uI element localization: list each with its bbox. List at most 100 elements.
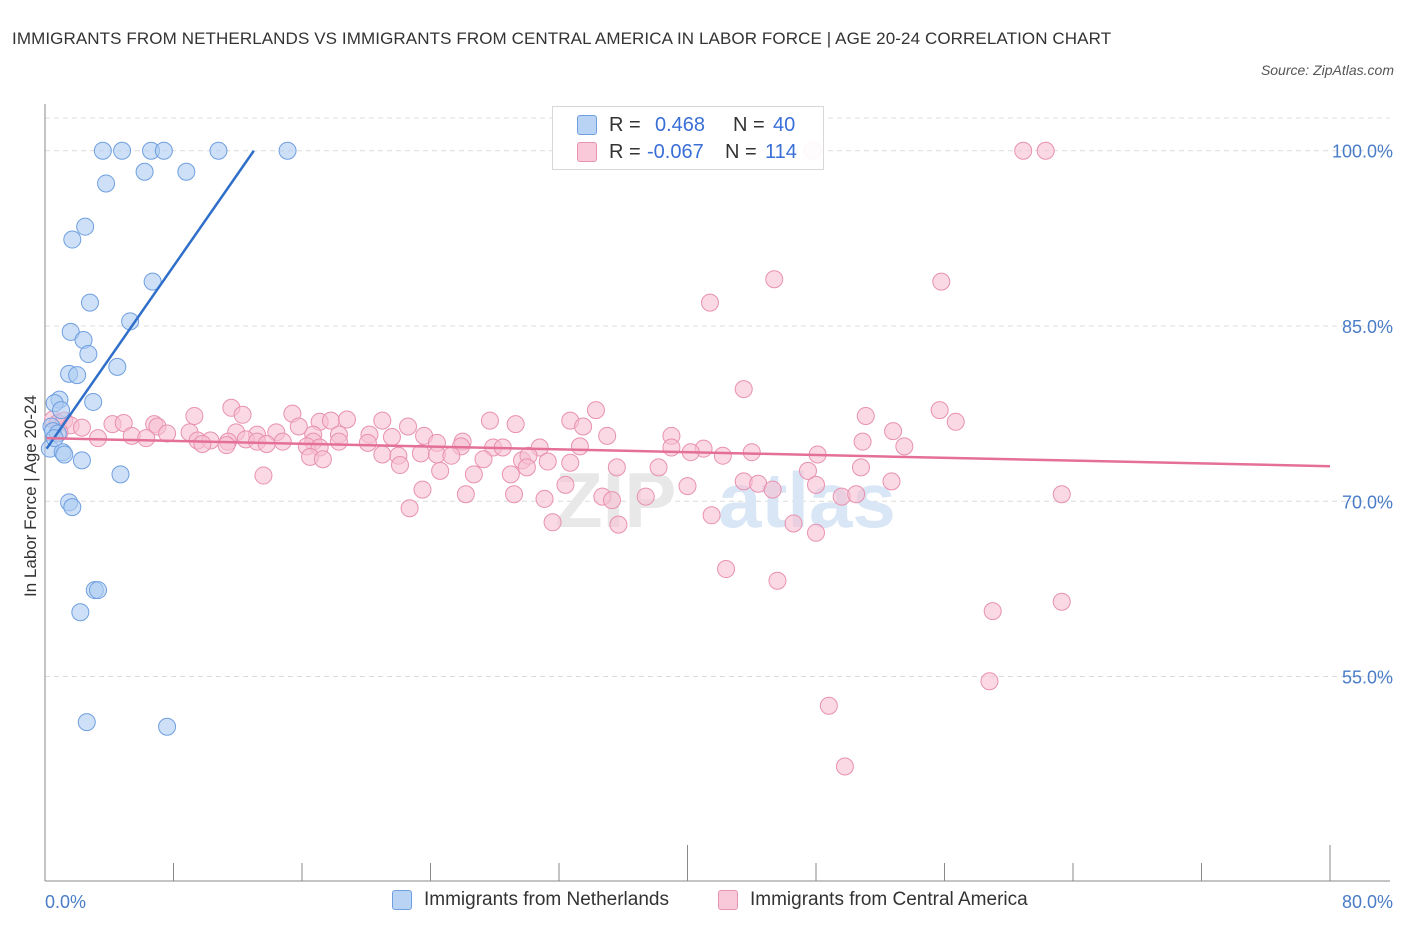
- point-netherlands: [71, 603, 90, 622]
- tick-labels: 55.0% 70.0% 85.0% 100.0% 0.0% 80.0%: [45, 142, 1393, 912]
- point-netherlands: [93, 141, 112, 160]
- trend-line-netherlands: [45, 150, 255, 450]
- point-central-america: [114, 413, 133, 432]
- point-netherlands: [97, 174, 116, 193]
- point-central-america: [358, 433, 377, 452]
- legend-r-value: 0.468: [655, 113, 706, 136]
- bottom-legend-label: Immigrants from Netherlands: [424, 889, 669, 910]
- point-central-america: [946, 412, 965, 431]
- y-tick-label: 100.0%: [1332, 142, 1393, 162]
- point-central-america: [390, 456, 409, 475]
- point-central-america: [1052, 592, 1071, 611]
- point-central-america: [400, 499, 419, 518]
- point-central-america: [535, 489, 554, 508]
- point-central-america: [185, 406, 204, 425]
- point-central-america: [72, 418, 91, 437]
- point-central-america: [586, 401, 605, 420]
- series-netherlands: [40, 141, 297, 736]
- point-central-america: [742, 443, 761, 462]
- point-netherlands: [154, 141, 173, 160]
- point-central-america: [807, 523, 825, 542]
- point-central-america: [337, 410, 356, 429]
- point-netherlands: [79, 345, 98, 364]
- point-central-america: [847, 485, 866, 504]
- bottom-legend-central-america: Immigrants from Central America: [718, 889, 1028, 911]
- axes: [44, 104, 1390, 882]
- point-central-america: [456, 485, 475, 504]
- point-netherlands: [113, 141, 132, 160]
- point-netherlands: [177, 162, 196, 181]
- bottom-legend-swatch-blue: [392, 890, 412, 910]
- legend-n-value: 40: [773, 113, 796, 136]
- point-central-america: [289, 417, 308, 436]
- trend-lines: [45, 150, 1331, 468]
- point-central-america: [431, 461, 450, 480]
- point-central-america: [313, 450, 332, 469]
- point-central-america: [980, 672, 999, 691]
- point-central-america: [399, 417, 418, 436]
- point-central-america: [574, 417, 593, 436]
- legend-swatch-pink: [577, 142, 597, 162]
- point-netherlands: [209, 141, 228, 160]
- point-central-america: [930, 401, 949, 420]
- legend-r-label: R =: [609, 140, 641, 163]
- point-central-america: [700, 293, 719, 312]
- point-netherlands: [52, 401, 71, 420]
- bottom-legend-label: Immigrants from Central America: [750, 889, 1028, 910]
- point-central-america: [853, 432, 872, 451]
- point-central-america: [649, 458, 668, 477]
- point-central-america: [538, 452, 557, 471]
- bottom-legend-swatch-pink: [718, 890, 738, 910]
- point-netherlands: [158, 717, 177, 736]
- point-central-america: [505, 485, 524, 504]
- point-central-america: [373, 445, 392, 464]
- point-central-america: [768, 571, 787, 590]
- point-central-america: [807, 475, 825, 494]
- point-netherlands: [77, 713, 96, 732]
- point-netherlands: [111, 465, 130, 484]
- point-netherlands: [55, 445, 74, 464]
- y-tick-label: 55.0%: [1342, 668, 1393, 688]
- point-central-america: [835, 757, 854, 776]
- point-central-america: [678, 477, 697, 496]
- legend-n-label: N =: [733, 113, 765, 136]
- point-central-america: [373, 411, 392, 430]
- point-central-america: [882, 472, 901, 491]
- point-central-america: [193, 435, 212, 454]
- point-central-america: [819, 696, 838, 715]
- point-netherlands: [108, 357, 127, 376]
- point-central-america: [329, 432, 348, 451]
- point-central-america: [763, 480, 782, 499]
- point-central-america: [480, 411, 499, 430]
- point-central-america: [464, 465, 483, 484]
- point-netherlands: [80, 293, 99, 312]
- legend-row-central-america: R = -0.067 N = 114: [577, 139, 797, 165]
- source-label: Source: ZipAtlas.com: [1260, 62, 1394, 78]
- point-netherlands: [76, 217, 95, 236]
- x-tick-label: 0.0%: [45, 892, 86, 912]
- point-central-america: [851, 458, 870, 477]
- point-central-america: [506, 415, 525, 434]
- y-tick-label: 70.0%: [1342, 492, 1393, 512]
- y-axis-label: In Labor Force | Age 20-24: [21, 395, 40, 597]
- legend-n-label: N =: [725, 140, 757, 163]
- legend-row-netherlands: R = 0.468 N = 40: [577, 112, 795, 138]
- point-netherlands: [89, 581, 108, 600]
- point-central-america: [1036, 141, 1055, 160]
- point-central-america: [273, 432, 292, 451]
- point-netherlands: [61, 322, 80, 341]
- legend-swatch-blue: [577, 115, 597, 135]
- point-central-america: [607, 458, 626, 477]
- point-netherlands: [63, 498, 82, 517]
- legend-r-label: R =: [609, 113, 641, 136]
- point-central-america: [798, 461, 817, 480]
- grid-lines: [45, 117, 1390, 678]
- point-central-america: [474, 450, 493, 469]
- legend: R = 0.468 N = 40 R = -0.067 N = 114: [552, 106, 824, 170]
- point-central-america: [713, 446, 732, 465]
- point-central-america: [217, 436, 236, 455]
- point-central-america: [636, 487, 655, 506]
- point-central-america: [413, 480, 432, 499]
- point-central-america: [603, 491, 622, 510]
- point-central-america: [570, 437, 589, 456]
